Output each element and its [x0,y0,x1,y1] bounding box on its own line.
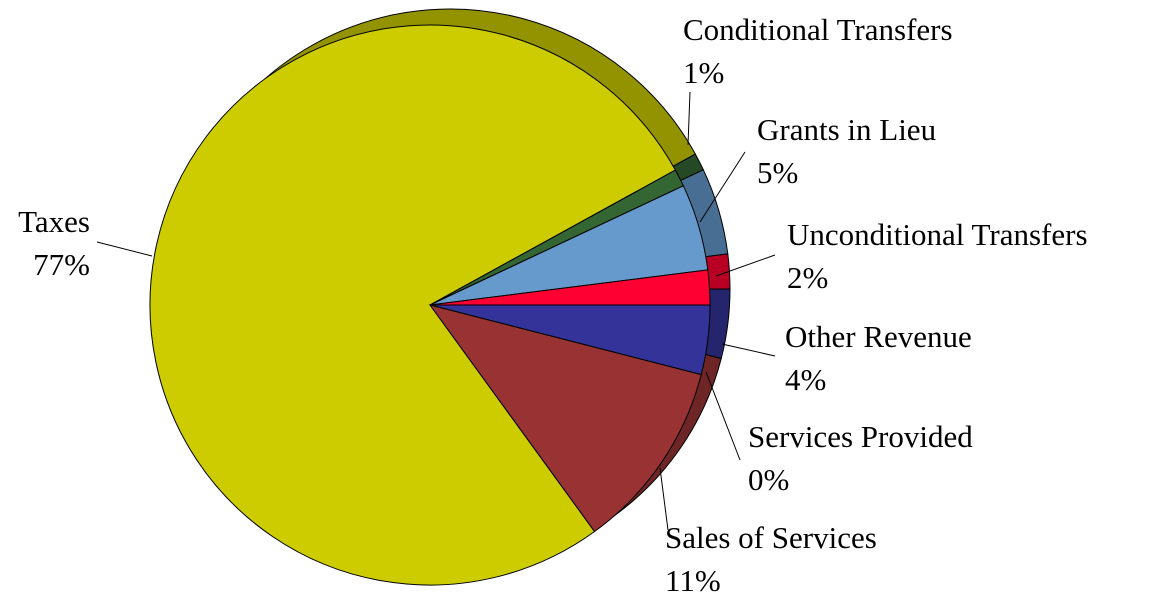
slice-value-label: 77% [33,247,90,282]
slice-label: Unconditional Transfers [787,217,1088,252]
leader-line [659,467,669,531]
leader-line [687,91,691,146]
slice-value-label: 2% [787,260,828,295]
slice-value-label: 4% [785,362,826,397]
slice [149,24,677,586]
leader-line [705,371,741,461]
slice-value-label: 1% [683,55,724,90]
leader-line [699,151,746,223]
leader-lines [96,91,776,531]
slice-label: Services Provided [748,419,973,454]
slice-label: Grants in Lieu [757,112,936,147]
slice-value-label: 0% [748,462,789,497]
leader-line [715,254,776,277]
slice-label: Other Revenue [785,319,972,354]
slice-value-label: 11% [665,563,721,597]
slice-label: Sales of Services [665,520,877,555]
leader-line [96,241,153,257]
leader-line [721,343,776,357]
slice-label: Taxes [18,204,90,239]
slice-label: Conditional Transfers [683,12,953,47]
pie-top [149,24,711,586]
slice-value-label: 5% [757,155,798,190]
slice [428,304,702,533]
